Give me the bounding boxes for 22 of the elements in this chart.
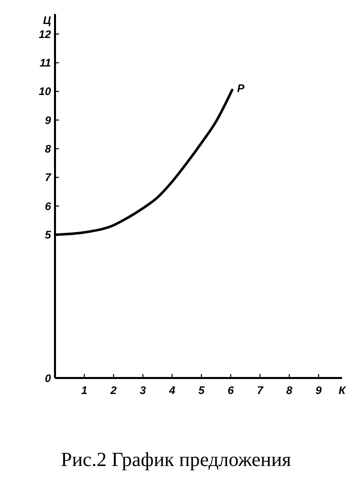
y-tick-label: 8 (44, 144, 52, 156)
x-tick-label: 8 (286, 385, 294, 397)
x-axis-title: К (338, 385, 347, 397)
x-tick-label: 9 (316, 385, 323, 397)
y-tick-label: 7 (44, 172, 52, 184)
y-tick-label: 11 (40, 58, 51, 70)
y-tick-label: 10 (38, 86, 52, 98)
y-tick-label: 5 (44, 230, 52, 242)
y-axis-title: Ц (42, 15, 51, 27)
x-tick-label: 6 (228, 385, 235, 397)
x-tick-label: 2 (110, 385, 117, 397)
x-tick-label: 7 (256, 385, 264, 397)
text: Рис.2 График предложения (60, 449, 292, 471)
x-tick-label: 4 (168, 385, 176, 397)
x-tick-label: 3 (140, 385, 146, 397)
y-tick-label: 0 (44, 372, 52, 385)
y-tick-label: 12 (38, 28, 51, 41)
y-tick-label: 9 (44, 114, 52, 127)
x-tick-label: 1 (81, 385, 88, 397)
y-tick-label: 6 (44, 200, 52, 213)
series-label: P (237, 82, 246, 95)
x-tick-label: 5 (198, 385, 206, 397)
